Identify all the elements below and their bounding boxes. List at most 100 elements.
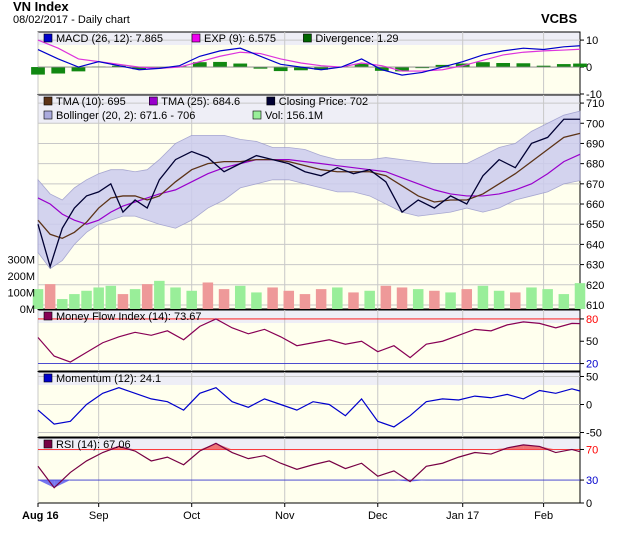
macd-line (37, 45, 581, 76)
y-tick-label: 10 (586, 35, 598, 47)
volume-bar (542, 289, 553, 309)
y-tick-label: 680 (586, 159, 604, 171)
divergence-bar (314, 67, 329, 70)
volume-bar (558, 294, 570, 309)
x-tick-label: Nov (275, 510, 295, 522)
divergence-bar (516, 63, 531, 68)
divergence-bar (496, 63, 511, 68)
y-tick-label: 30 (586, 475, 598, 487)
divergence-bar (253, 67, 268, 69)
tma25-line (37, 153, 581, 225)
divergence-bar (192, 62, 207, 68)
volume-bar (332, 287, 343, 309)
legend-swatch (43, 439, 53, 449)
divergence-bar (51, 67, 66, 74)
volume-bar (412, 289, 424, 309)
volume-bar (364, 290, 375, 309)
y-tick-label: 690 (586, 138, 604, 150)
legend-entry: MACD (26, 12): 7.865 (56, 33, 163, 45)
y-tick-label: 710 (586, 98, 604, 110)
volume-bar (299, 294, 311, 309)
volume-bar (251, 292, 262, 309)
volume-tick-label: 300M (7, 254, 35, 266)
panel-legend-strip (38, 95, 580, 123)
legend-entry: RSI (14): 67.06 (56, 439, 131, 451)
divergence-bar (273, 67, 288, 72)
y-tick-label: 50 (586, 371, 598, 383)
divergence-bar (435, 64, 450, 68)
y-tick-label: 20 (586, 359, 598, 371)
x-tick-label: Oct (183, 510, 200, 522)
volume-bar (283, 290, 295, 309)
y-tick-label: 670 (586, 179, 604, 191)
divergence-bar (415, 67, 430, 69)
y-tick-label: 0 (586, 62, 592, 74)
panel-legend-strip (38, 310, 580, 323)
volume-tick-label: 0M (20, 304, 35, 316)
legend-entry: Money Flow Index (14): 73.67 (56, 311, 202, 323)
divergence-bar (213, 61, 227, 68)
volume-bar (267, 287, 278, 309)
volume-bar (526, 287, 537, 309)
volume-bar (57, 299, 68, 309)
volume-tick-label: 200M (7, 271, 35, 283)
divergence-bar (233, 63, 248, 68)
y-tick-label: 0 (586, 400, 592, 412)
rsi-oversold-fill (54, 480, 71, 488)
volume-bar (461, 289, 473, 309)
volume-bar (510, 292, 521, 309)
divergence-bar (132, 67, 146, 70)
tma10-line (37, 132, 581, 240)
legend-swatch (43, 96, 53, 106)
divergence-bar (112, 65, 126, 68)
volume-bar (105, 285, 117, 309)
closing-price-line (37, 118, 580, 269)
legend-swatch (303, 33, 312, 43)
y-tick-label: 50 (586, 336, 598, 348)
legend-entry: Vol: 156.1M (265, 110, 323, 122)
legend-entry: Bollinger (20, 2): 671.6 - 706 (56, 110, 195, 122)
rsi-oversold-fill (393, 480, 411, 482)
chart-title: VN Index (13, 0, 69, 14)
legend-swatch (191, 33, 201, 43)
x-tick-label: Dec (368, 510, 388, 522)
rsi-overbought-fill (539, 446, 556, 450)
y-tick-label: 0 (586, 498, 592, 510)
panel-legend-strip (38, 372, 580, 385)
legend-swatch (43, 110, 53, 120)
momentum-line (37, 387, 581, 428)
divergence-bar (152, 67, 167, 68)
y-tick-label: 620 (586, 280, 604, 292)
volume-bar (81, 290, 92, 309)
volume-bar (32, 289, 44, 309)
x-tick-label: Aug 16 (22, 510, 59, 522)
divergence-bar (354, 63, 369, 68)
divergence-bar (536, 65, 551, 68)
legend-swatch (252, 110, 262, 120)
volume-bar (396, 287, 408, 309)
volume-bar (69, 294, 80, 309)
divergence-bar (476, 62, 490, 68)
legend-entry: Divergence: 1.29 (315, 33, 398, 45)
x-tick-label: Jan 17 (446, 510, 479, 522)
y-tick-label: 700 (586, 118, 604, 130)
volume-bar (117, 294, 129, 309)
brand-label: VCBS (541, 11, 578, 26)
volume-bar (93, 287, 104, 309)
volume-bar (477, 285, 489, 309)
volume-bar (429, 290, 440, 309)
volume-bar (186, 290, 197, 309)
legend-swatch (43, 373, 53, 383)
legend-swatch (43, 311, 53, 321)
legend-entry: Momentum (12): 24.1 (56, 373, 161, 385)
rsi-oversold-fill (410, 480, 427, 482)
volume-bar (234, 285, 246, 309)
x-tick-label: Feb (534, 510, 553, 522)
divergence-bar (395, 67, 409, 72)
y-tick-label: 630 (586, 260, 604, 272)
legend-entry: EXP (9): 6.575 (204, 33, 276, 45)
y-tick-label: -10 (586, 89, 602, 101)
volume-bar (202, 282, 214, 309)
legend-swatch (43, 33, 53, 43)
